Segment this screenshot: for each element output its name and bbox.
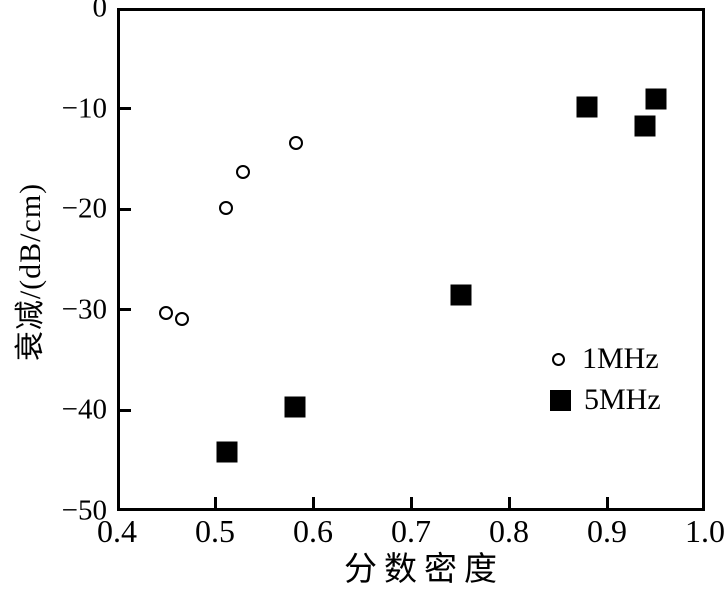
y-axis-tick-label: −10: [61, 92, 107, 125]
y-axis-tick-label: 0: [92, 0, 108, 24]
data-point-1mhz: [174, 311, 189, 326]
data-point-1mhz: [159, 305, 173, 320]
data-point-5mhz: [450, 284, 472, 306]
x-axis-tick-label: 0.4: [97, 513, 137, 549]
legend-label-5mhz: 5MHz: [584, 383, 661, 416]
y-axis-tick-label: −20: [61, 192, 107, 225]
data-point-5mhz: [576, 96, 598, 118]
filled-square-marker-icon: [550, 389, 571, 411]
y-axis-tick: [120, 408, 131, 412]
data-point-5mhz: [284, 396, 306, 418]
data-point-5mhz: [645, 88, 667, 110]
x-axis-tick: [213, 497, 217, 508]
y-axis-tick-label: −40: [61, 393, 107, 426]
x-axis-tick: [409, 497, 413, 508]
data-point-1mhz: [236, 164, 251, 179]
legend-label-1mhz: 1MHz: [582, 342, 659, 375]
open-circle-marker-icon: [552, 352, 565, 366]
x-axis-tick-label: 0.6: [293, 513, 333, 549]
y-axis-tick: [120, 207, 131, 211]
x-axis-tick-label: 0.5: [195, 513, 235, 549]
y-axis-tick: [120, 107, 131, 111]
data-point-1mhz: [289, 135, 304, 150]
data-point-1mhz: [218, 201, 233, 216]
x-axis-tick-label: 0.9: [587, 513, 627, 549]
y-axis-tick-label: −30: [61, 293, 107, 326]
data-point-5mhz: [634, 115, 656, 137]
legend-item-5mhz: 5MHz: [550, 385, 661, 415]
x-axis-title: 分数密度: [344, 552, 504, 588]
plot-area: [117, 8, 705, 511]
y-axis-tick: [120, 308, 131, 312]
x-axis-tick-label: 0.7: [391, 513, 431, 549]
x-axis-tick: [311, 497, 315, 508]
x-axis-tick: [507, 497, 511, 508]
y-axis-title: 衰减/(dB/cm): [14, 182, 47, 362]
data-point-5mhz: [216, 441, 238, 463]
legend-item-1mhz: 1MHz: [552, 344, 659, 374]
x-axis-tick: [605, 497, 609, 508]
y-axis-tick-label: −50: [61, 494, 107, 527]
x-axis-tick-label: 0.8: [489, 513, 529, 549]
x-axis-tick-label: 1.0: [685, 513, 724, 549]
